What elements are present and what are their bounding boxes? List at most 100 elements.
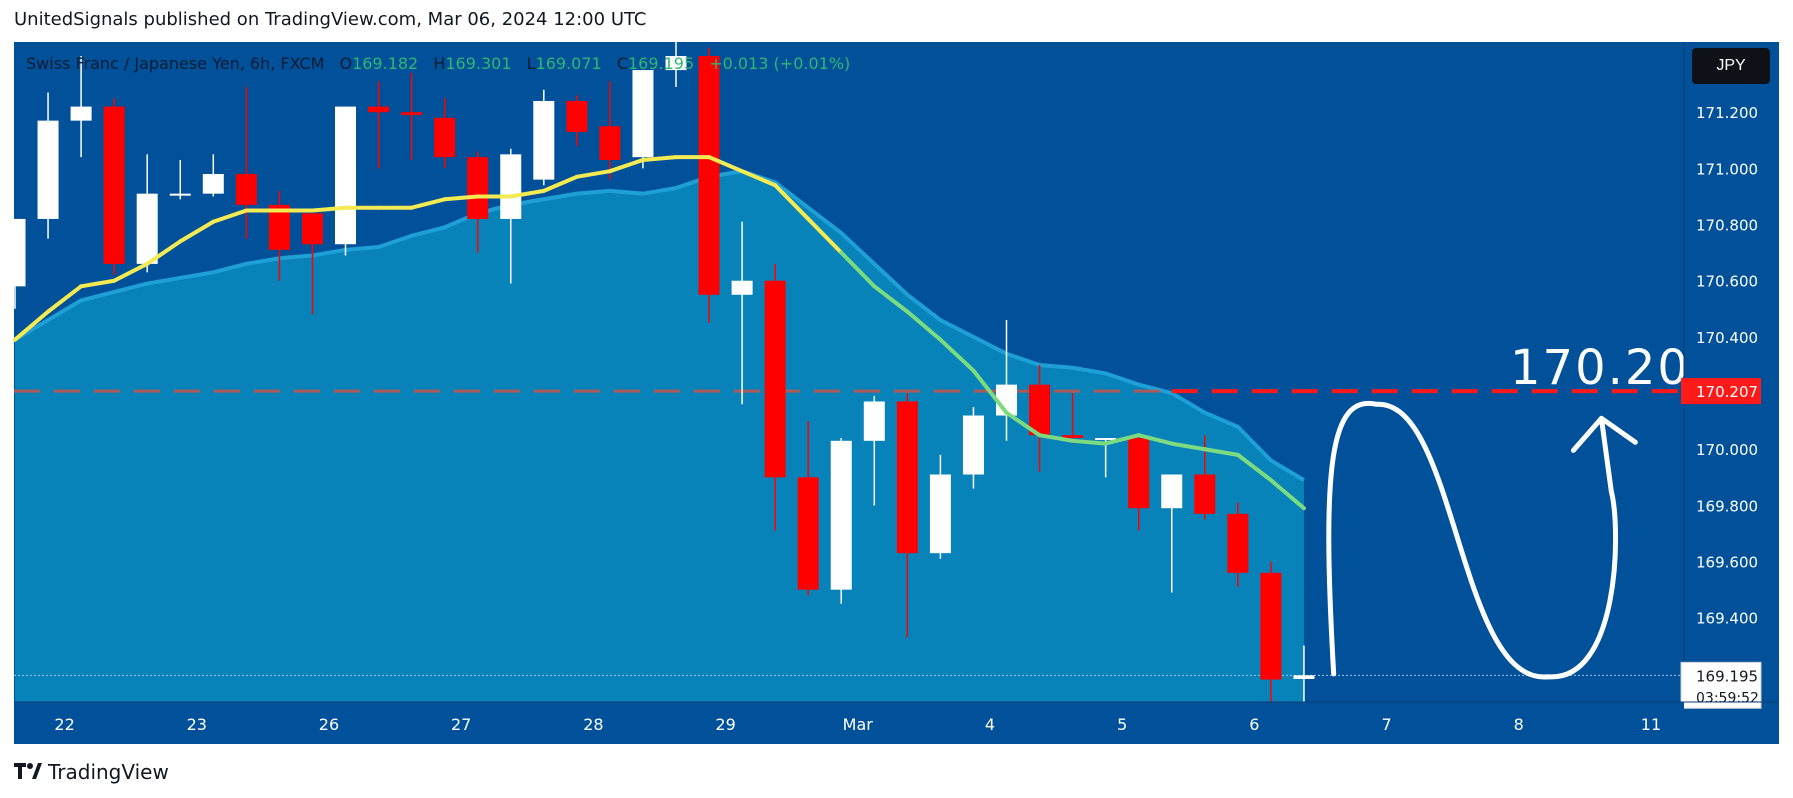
fast-ema-segment	[640, 155, 678, 162]
slow-ema-line	[13, 169, 1305, 482]
candle-body	[1194, 474, 1216, 514]
last-price-badge	[1680, 661, 1762, 709]
close-value: 169.195	[627, 54, 695, 73]
candle-body	[1293, 675, 1315, 679]
trend-area	[13, 169, 1305, 703]
high-label: H	[433, 54, 446, 73]
fast-ema-segment	[1037, 433, 1075, 443]
trend-area-fill	[15, 171, 1304, 703]
price-tick-label: 170.800	[1696, 217, 1758, 235]
time-tick-label: 5	[1117, 715, 1127, 734]
tradingview-logo-icon	[14, 760, 42, 784]
fast-ema-segment	[145, 239, 183, 266]
time-tick-label: 6	[1249, 715, 1259, 734]
fast-ema-segment	[1202, 447, 1240, 457]
candles	[4, 36, 1315, 711]
fast-ema-segment	[839, 250, 877, 289]
time-tick-label: 8	[1514, 715, 1524, 734]
price-tick-label: 169.800	[1696, 497, 1758, 515]
candle-body	[1128, 438, 1150, 509]
fast-ema-segment	[211, 208, 249, 224]
change-value: +0.013 (+0.01%)	[709, 54, 851, 73]
currency-button[interactable]: JPY	[1692, 48, 1770, 84]
time-tick-label: 29	[715, 715, 735, 734]
fast-ema-segment	[1070, 438, 1108, 446]
candle-body	[1227, 513, 1249, 573]
candle-body	[764, 280, 786, 478]
candle-body	[169, 193, 191, 196]
time-axis-bg	[14, 702, 1684, 744]
level-price-badge-text: 170.207	[1696, 383, 1758, 401]
time-tick-label: 23	[187, 715, 207, 734]
time-tick-label: Mar	[843, 715, 874, 734]
fast-ema-segment	[707, 155, 745, 174]
candle-body	[37, 120, 59, 219]
candle-body	[235, 174, 257, 205]
candle-body	[1029, 384, 1051, 436]
time-tick-label: 27	[451, 715, 471, 734]
candle-body	[599, 126, 621, 160]
published-header: UnitedSignals published on TradingView.c…	[14, 9, 647, 30]
time-tick-label: 4	[985, 715, 995, 734]
low-value: 169.071	[535, 54, 602, 73]
fast-ema-segment	[79, 278, 117, 289]
price-axis: 171.200 171.000 170.800 170.600 170.400 170.0…	[1680, 42, 1779, 709]
level-price-badge	[1681, 378, 1761, 405]
resistance-level	[14, 389, 1684, 676]
fast-ema-segment	[1235, 452, 1273, 483]
candle-body	[797, 477, 819, 590]
fast-ema-segment	[740, 169, 778, 188]
time-tick-label: 26	[319, 715, 339, 734]
candle-body	[1095, 438, 1117, 440]
fast-ema-segment	[310, 205, 348, 213]
fast-ema-segment	[938, 337, 976, 373]
candle-body	[401, 112, 423, 116]
time-tick-label: 7	[1381, 715, 1391, 734]
close-label: C	[616, 54, 628, 73]
projection-path	[1326, 400, 1619, 680]
price-tick-label: 171.200	[1696, 104, 1758, 122]
time-tick-label: 11	[1641, 715, 1661, 734]
price-tick-label: 169.400	[1696, 610, 1758, 628]
candle-body	[731, 280, 753, 295]
price-axis-bg	[1684, 42, 1779, 702]
candle-body	[202, 174, 224, 194]
candle-body	[500, 154, 522, 219]
candle-body	[1260, 572, 1282, 680]
candle-body	[136, 193, 158, 264]
candle-body	[632, 70, 654, 158]
candle-body	[1161, 474, 1183, 509]
low-label: L	[526, 54, 536, 73]
candle-body	[896, 401, 918, 554]
fast-ema-segment	[1004, 410, 1042, 438]
fast-ema-segment	[112, 261, 150, 283]
candle-body	[335, 106, 356, 245]
candle-body	[830, 440, 852, 590]
tradingview-logo[interactable]: TradingView	[14, 760, 169, 784]
candle-body	[4, 218, 26, 287]
target-price-annotation: 170.20	[1510, 340, 1690, 396]
candle-body	[533, 100, 555, 180]
projection-drawing: 170.20	[1326, 340, 1690, 680]
fast-ema-segment	[1136, 433, 1174, 446]
candle-body	[434, 117, 456, 158]
open-label: O	[339, 54, 353, 73]
candle-body	[698, 56, 720, 295]
fast-ema-segment	[178, 219, 216, 244]
high-value: 169.301	[445, 54, 512, 73]
candle-body	[665, 56, 687, 71]
last-price-text: 169.195	[1696, 667, 1758, 685]
fast-ema-segment	[508, 188, 546, 199]
fast-ema-segment	[442, 194, 480, 202]
fast-ema-segment	[541, 174, 579, 193]
fast-ema-segment	[971, 368, 1009, 415]
price-tick-label: 171.000	[1696, 160, 1758, 178]
candle-body	[301, 213, 323, 245]
price-tick-label: 170.600	[1696, 273, 1758, 291]
candle-body	[1062, 435, 1084, 438]
candle-body	[70, 106, 92, 121]
fast-ema-segment	[574, 169, 612, 179]
countdown-text: 03:59:52	[1696, 690, 1759, 706]
tradingview-logo-text: TradingView	[48, 760, 169, 784]
